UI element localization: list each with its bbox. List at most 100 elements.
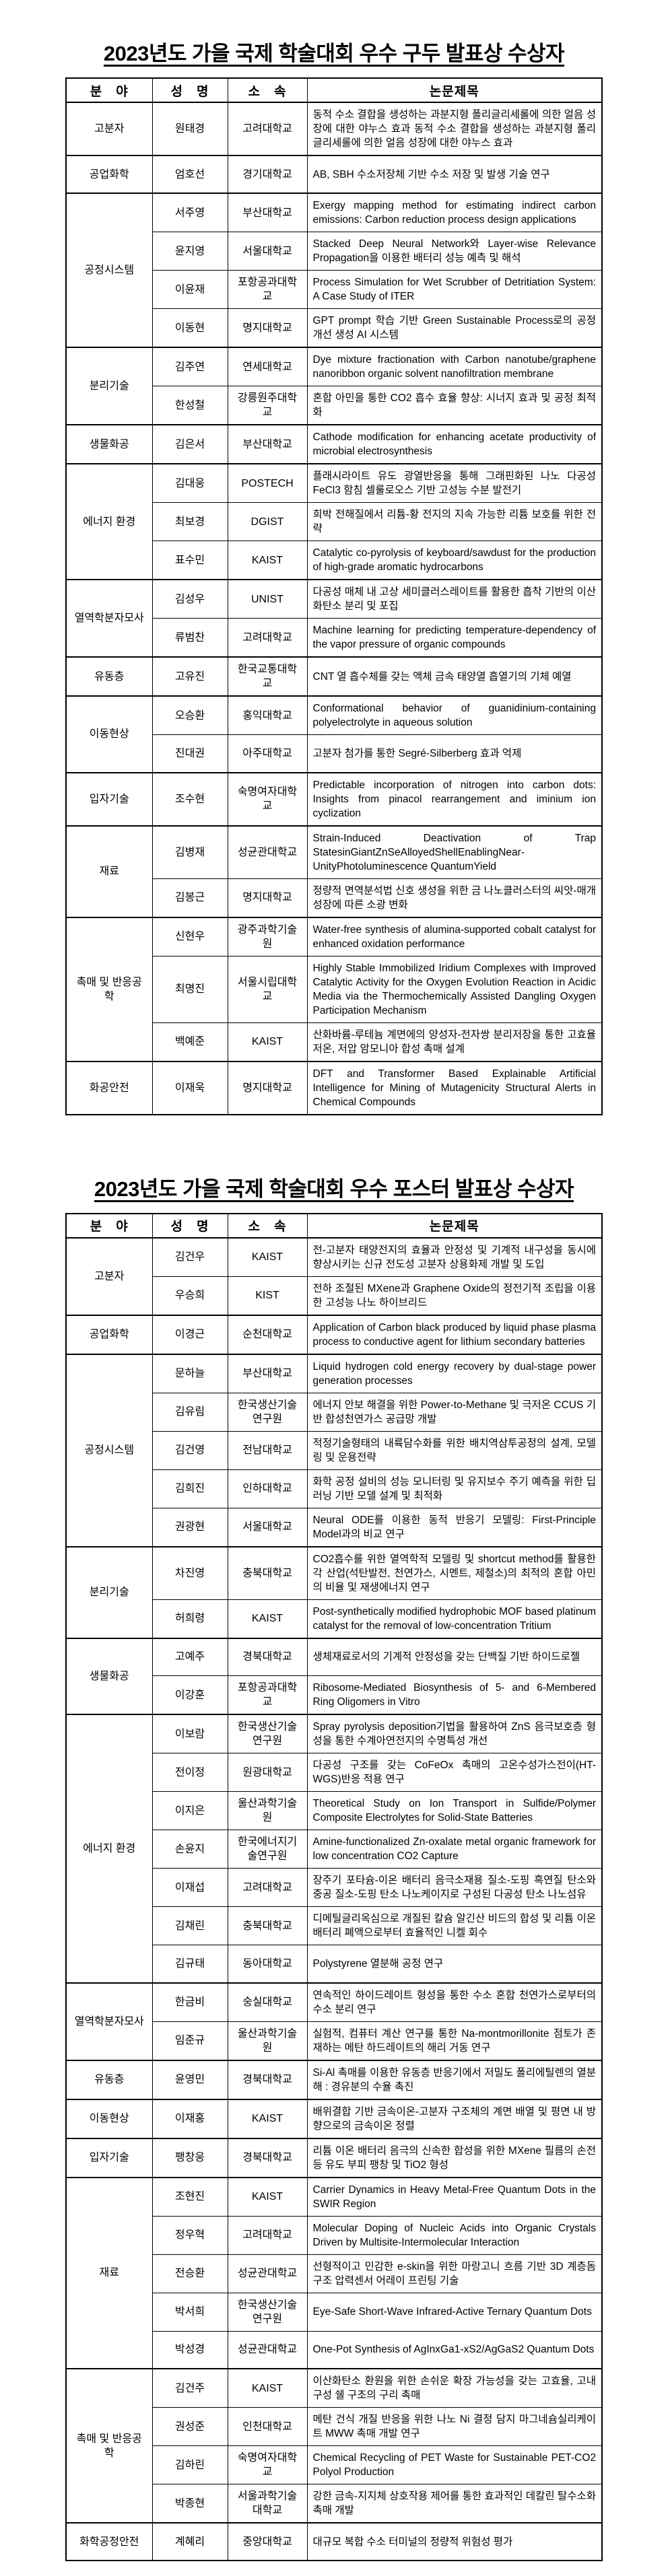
title-cell: Water-free synthesis of alumina-supporte… (306, 916, 603, 956)
name-cell: 이재욱 (152, 1060, 228, 1115)
name-cell: 고유진 (152, 656, 228, 697)
name-cell: 차진영 (152, 1545, 228, 1600)
table-row: 이지은 울산과학기술원 Theoretical Study on Ion Trans… (66, 1791, 603, 1830)
field-cell: 유동층 (65, 2059, 153, 2099)
affiliation-cell: 숭실대학교 (227, 1982, 308, 2022)
poster-award-table: 분 야 성 명 소 속 논문제목 고분자 김건우 KAIST 전-고분자 태양전지의 … (65, 1212, 603, 2561)
table-row: 이윤재 포항공과대학교 Process Simulation for Wet Scr… (66, 270, 603, 309)
table-row: 김봉근 명지대학교 정량적 면역분석법 신호 생성을 위한 금 나노클러스터의 씨앗… (66, 878, 603, 917)
affiliation-cell: 충북대학교 (227, 1906, 308, 1945)
title-cell: Eye-Safe Short-Wave Infrared-Active Tern… (306, 2292, 603, 2332)
title-cell: GPT prompt 학습 기반 Green Sustainable Proce… (306, 308, 603, 348)
affiliation-cell: UNIST (227, 579, 308, 619)
table-row: 전승환 성균관대학교 선형적이고 민감한 e-skin을 위한 마랑고니 흐름 기반… (66, 2254, 603, 2293)
affiliation-cell: 포항공과대학교 (227, 1675, 308, 1715)
title-cell: Chemical Recycling of PET Waste for Sust… (306, 2445, 603, 2484)
title-cell: 고분자 첨가를 통한 Segré-Silberberg 효과 억제 (306, 734, 603, 773)
table-row: 열역학분자모사 한금비 숭실대학교 연속적인 하이드레이트 형성을 통한 수소 혼합 … (65, 1982, 603, 2060)
field-cell: 고분자 (65, 102, 153, 156)
affiliation-cell: 순천대학교 (227, 1314, 308, 1354)
field-cell: 이동현상 (65, 695, 153, 773)
field-cell: 입자기술 (65, 2137, 153, 2178)
title-cell: 플래시라이트 유도 광열반응을 통해 그래핀화된 나노 다공성 FeCl3 함침… (306, 463, 603, 503)
title-cell: Theoretical Study on Ion Transport in Su… (306, 1791, 603, 1830)
affiliation-cell: 한국교통대학교 (227, 656, 308, 697)
title-cell: CO2흡수를 위한 열역학적 모델링 및 shortcut method를 활용… (306, 1545, 603, 1600)
table-row: 진대권 아주대학교 고분자 첨가를 통한 Segré-Silberberg 효과 억… (66, 734, 603, 773)
affiliation-cell: 연세대학교 (227, 347, 308, 386)
table-row: 에너지 환경 김대웅 POSTECH 플래시라이트 유도 광열반응을 통해 그래핀화된… (65, 463, 603, 580)
title-cell: 리튬 이온 배터리 음극의 신속한 합성을 위한 MXene 필름의 손전등 유… (306, 2137, 603, 2178)
title-cell: AB, SBH 수소저장체 기반 수소 저장 및 발생 기술 연구 (306, 155, 603, 194)
name-cell: 서주영 (152, 193, 228, 232)
table-row: 생물화공 김은서 부산대학교 Cathode modification for enh… (65, 424, 603, 464)
affiliation-cell: 서울대학교 (227, 232, 308, 271)
name-cell: 전승환 (152, 2254, 228, 2293)
table-row: 촉매 및 반응공학 김건주 KAIST 이산화탄소 환원을 위한 손쉬운 확장 가능성… (65, 2368, 603, 2523)
name-cell: 진대권 (152, 734, 228, 773)
table-row: 촉매 및 반응공학 신현우 광주과학기술원 Water-free synthesis … (65, 916, 603, 1061)
table-row: 권광현 서울대학교 Neural ODE를 이용한 동적 반응기 모델링: Firs… (66, 1507, 603, 1547)
table-row: 김건영 전남대학교 적정기술형태의 내륙담수화를 위한 배치역삼투공정의 설계, 모… (66, 1430, 603, 1470)
name-cell: 백예준 (152, 1022, 228, 1061)
title-cell: 배위결합 기반 금속이온-고분자 구조체의 계면 배열 및 평면 내 방향으로의… (306, 2098, 603, 2138)
title-cell: 에너지 안보 해결을 위한 Power-to-Methane 및 극저온 CCU… (306, 1392, 603, 1432)
table-row: 이동현상 오승환 홍익대학교 Conformational behavior of g… (65, 695, 603, 773)
name-cell: 이재홍 (152, 2098, 228, 2138)
title-cell: 희박 전해질에서 리튬-황 전지의 지속 가능한 리튬 보호를 위한 전략 (306, 502, 603, 541)
oral-award-title: 2023년도 가을 국제 학술대회 우수 구두 발표상 수상자 (103, 42, 565, 65)
affiliation-cell: 충북대학교 (227, 1545, 308, 1600)
affiliation-cell: 울산과학기술원 (227, 1791, 308, 1830)
title-cell: Post-synthetically modified hydrophobic … (306, 1599, 603, 1638)
title-cell: 다공성 구조를 갖는 CoFeOx 촉매의 고온수성가스전이(HT-WGS)반응… (306, 1753, 603, 1792)
title-cell: Neural ODE를 이용한 동적 반응기 모델링: First-Princi… (306, 1507, 603, 1547)
affiliation-cell: 고려대학교 (227, 102, 308, 156)
title-cell: 전-고분자 태양전지의 효율과 안정성 및 기계적 내구성을 동시에 향상시키는… (306, 1237, 603, 1277)
header-name: 성 명 (152, 1213, 228, 1238)
field-cell: 재료 (65, 2176, 153, 2369)
table-row: 김채린 충북대학교 디메틸글리옥심으로 개질된 칼슘 알긴산 비드의 합성 및 리튬… (66, 1906, 603, 1945)
name-cell: 김건우 (152, 1237, 228, 1277)
affiliation-cell: KAIST (227, 1237, 308, 1277)
field-cell: 촉매 및 반응공학 (65, 916, 153, 1061)
table-row: 공정시스템 서주영 부산대학교 Exergy mapping method for e… (65, 193, 603, 348)
name-cell: 박서희 (152, 2292, 228, 2332)
affiliation-cell: KAIST (227, 2368, 308, 2408)
affiliation-cell: 성균관대학교 (227, 2254, 308, 2293)
title-cell: 장주기 포타슘-이온 배터리 음극소재용 질소-도핑 흑연질 탄소와 중공 질소… (306, 1868, 603, 1907)
field-cell: 생물화공 (65, 1637, 153, 1715)
name-cell: 권광현 (152, 1507, 228, 1547)
name-cell: 류범찬 (152, 618, 228, 658)
affiliation-cell: 고려대학교 (227, 618, 308, 658)
table-row: 우승희 KIST 전하 조절된 MXene과 Graphene Oxide의 정전기… (66, 1276, 603, 1315)
title-cell: Liquid hydrogen cold energy recovery by … (306, 1353, 603, 1393)
title-cell: 연속적인 하이드레이트 형성을 통한 수소 혼합 천연가스로부터의 수소 분리 … (306, 1982, 603, 2022)
table-row: 임준규 울산과학기술원 실험적, 컴퓨터 계산 연구를 통한 Na-montmori… (66, 2021, 603, 2060)
affiliation-cell: 서울과학기술대학교 (227, 2484, 308, 2523)
name-cell: 이동현 (152, 308, 228, 348)
title-cell: 실험적, 컴퓨터 계산 연구를 통한 Na-montmorillonite 점토… (306, 2021, 603, 2060)
header-paper-title: 논문제목 (306, 1213, 603, 1238)
title-cell: Conformational behavior of guanidinium-c… (306, 695, 603, 735)
name-cell: 윤영민 (152, 2059, 228, 2099)
affiliation-cell: 명지대학교 (227, 878, 308, 917)
title-cell: 다공성 매체 내 고상 세미클러스레이트를 활용한 흡착 기반의 이산화탄소 분… (306, 579, 603, 619)
table-row: 이강훈 포항공과대학교 Ribosome-Mediated Biosynthesis… (66, 1675, 603, 1715)
affiliation-cell: 고려대학교 (227, 1868, 308, 1907)
table-row: 분리기술 차진영 충북대학교 CO2흡수를 위한 열역학적 모델링 및 shortcu… (65, 1545, 603, 1638)
field-cell: 화학공정안전 (65, 2522, 153, 2561)
field-cell: 분리기술 (65, 347, 153, 425)
table-row: 한성철 강릉원주대학교 혼합 아민을 통한 CO2 흡수 효율 향상: 시너지 효과… (66, 386, 603, 425)
title-cell: 전하 조절된 MXene과 Graphene Oxide의 정전기적 조립을 이… (306, 1276, 603, 1315)
name-cell: 한금비 (152, 1982, 228, 2022)
affiliation-cell: 강릉원주대학교 (227, 386, 308, 425)
affiliation-cell: 동아대학교 (227, 1945, 308, 1983)
title-cell: CNT 열 흡수체를 갖는 액체 금속 태양열 흡열기의 기체 예열 (306, 656, 603, 697)
header-paper-title: 논문제목 (306, 77, 603, 103)
field-cell: 열역학분자모사 (65, 579, 153, 658)
title-cell: Si-Al 촉매를 이용한 유동층 반응기에서 저밀도 폴리에틸렌의 열분해 :… (306, 2059, 603, 2099)
title-cell: Highly Stable Immobilized Iridium Comple… (306, 955, 603, 1023)
table-row: 입자기술 팽창웅 경북대학교 리튬 이온 배터리 음극의 신속한 합성을 위한 MXe… (65, 2137, 603, 2178)
field-cell: 에너지 환경 (65, 463, 153, 580)
affiliation-cell: 경북대학교 (227, 2059, 308, 2099)
